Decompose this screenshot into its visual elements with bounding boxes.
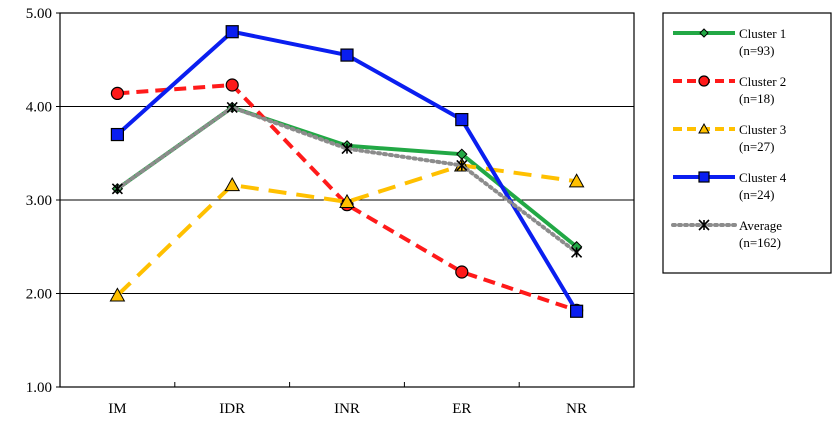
legend-label: Cluster 4	[739, 170, 787, 185]
data-point	[225, 25, 239, 39]
data-point	[224, 177, 241, 192]
legend: Cluster 1 (n=93) Cluster 2 (n=18) Cluster 3 (…	[662, 12, 832, 274]
legend-item: Cluster 4 (n=24)	[673, 170, 787, 202]
legend-label: Cluster 3	[739, 122, 786, 137]
y-tick-label: 1.00	[26, 380, 52, 396]
series-cluster-1	[111, 101, 583, 253]
data-point	[455, 112, 469, 127]
legend-item: Average (n=162)	[671, 218, 782, 250]
data-point	[109, 287, 126, 302]
series-cluster-4	[110, 25, 584, 318]
series-line	[116, 105, 578, 249]
data-point	[340, 48, 354, 62]
y-tick-label: 2.00	[26, 287, 52, 303]
series-average	[111, 101, 583, 258]
data-point	[568, 173, 585, 188]
data-point	[455, 265, 469, 279]
y-axis: 1.00 2.00 3.00 4.00 5.00	[26, 6, 60, 396]
x-tick-label: ER	[452, 401, 471, 417]
legend-item: Cluster 2 (n=18)	[673, 74, 786, 106]
data-point	[226, 101, 238, 114]
series-cluster-3	[109, 157, 585, 302]
x-tick-label: NR	[566, 401, 587, 417]
legend-label: Average	[739, 218, 782, 233]
data-point	[569, 304, 584, 318]
data-point	[339, 193, 355, 208]
legend-count: (n=27)	[739, 139, 775, 154]
legend-count: (n=93)	[739, 43, 775, 58]
legend-marker	[698, 75, 710, 87]
x-tick-label: IM	[108, 401, 126, 417]
legend-count: (n=24)	[739, 187, 775, 202]
legend-label: Cluster 1	[739, 26, 786, 41]
legend-marker	[698, 171, 710, 183]
data-point	[456, 159, 468, 171]
legend-box	[662, 12, 832, 274]
data-point	[341, 143, 353, 155]
x-axis: IM IDR INR ER NR	[108, 382, 587, 417]
series-line	[117, 82, 578, 313]
data-point	[225, 78, 239, 92]
data-point	[571, 246, 583, 258]
data-point	[110, 127, 125, 142]
x-tick-label: IDR	[219, 401, 245, 417]
y-tick-label: 5.00	[26, 6, 52, 22]
y-tick-label: 3.00	[26, 193, 52, 209]
legend-label: Cluster 2	[739, 74, 786, 89]
legend-item: Cluster 1 (n=93)	[673, 26, 786, 58]
legend-marker	[698, 219, 710, 231]
legend-item: Cluster 3 (n=27)	[673, 122, 786, 154]
y-tick-label: 4.00	[26, 100, 52, 116]
legend-marker	[698, 122, 710, 134]
legend-marker	[699, 28, 709, 38]
x-tick-label: INR	[334, 401, 360, 417]
series-layer	[109, 25, 585, 318]
data-point	[110, 86, 125, 101]
legend-count: (n=162)	[739, 235, 781, 250]
legend-count: (n=18)	[739, 91, 775, 106]
data-point	[111, 183, 123, 195]
series-line	[116, 29, 579, 313]
series-line	[116, 163, 577, 297]
